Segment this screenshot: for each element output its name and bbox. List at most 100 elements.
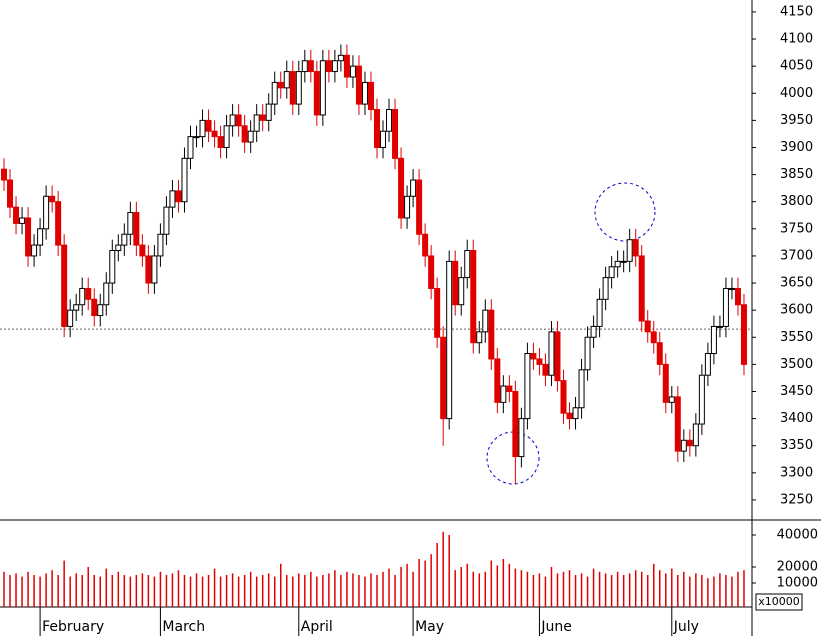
candle-body (151, 255, 158, 284)
candle-body (476, 331, 483, 344)
candle-body (91, 298, 98, 317)
candle-body (458, 277, 465, 306)
candle-body (578, 369, 585, 409)
candle-body (157, 233, 164, 257)
candle-body (259, 114, 266, 121)
candle-body (716, 325, 723, 328)
y-tick-label: 3250 (780, 492, 813, 507)
candle-body (367, 81, 374, 111)
candle-body (518, 418, 525, 458)
candle-body (740, 304, 747, 365)
candle-body (289, 71, 296, 105)
candle-body (446, 260, 453, 420)
y-tick-label: 3650 (780, 276, 813, 291)
candle-body (73, 304, 80, 311)
candle-body (596, 298, 603, 327)
candle-body (145, 255, 152, 284)
candle-body (584, 336, 591, 371)
candle-body (55, 201, 62, 246)
candle-body (542, 363, 549, 376)
candle-body (163, 206, 170, 235)
candle-body (644, 320, 651, 333)
candle-body (482, 309, 489, 333)
candle-body (211, 130, 218, 138)
candle-body (560, 380, 567, 414)
candle-body (590, 325, 597, 338)
candle-body (61, 244, 68, 327)
x-tick-label: May (415, 619, 444, 635)
y-tick-label: 3900 (780, 140, 813, 155)
y-tick-label: 3450 (780, 384, 813, 399)
candle-body (115, 244, 122, 252)
x-tick-label: June (540, 619, 572, 635)
y-tick-label: 4100 (780, 32, 813, 47)
y-tick-label: 3950 (780, 113, 813, 128)
candle-body (235, 114, 242, 127)
candle-body (506, 385, 513, 392)
y-tick-label: 3750 (780, 221, 813, 236)
candle-body (337, 54, 344, 62)
volume-tick-label: 10000 (777, 576, 818, 591)
candle-body (512, 390, 519, 458)
volume-tick-label: 40000 (777, 528, 818, 543)
y-tick-label: 3550 (780, 330, 813, 345)
y-tick-label: 3700 (780, 248, 813, 263)
volume-tick-label: 20000 (777, 560, 818, 575)
candle-body (728, 287, 735, 290)
candle-body (37, 228, 44, 246)
candle-body (566, 412, 573, 420)
candle-body (49, 195, 56, 203)
y-tick-label: 3350 (780, 438, 813, 453)
candle-body (650, 331, 657, 344)
candle-body (271, 81, 278, 105)
candle-body (133, 212, 140, 246)
candle-body (638, 255, 645, 322)
candle-body (361, 81, 368, 105)
candle-body (67, 309, 74, 327)
y-tick-label: 3850 (780, 167, 813, 182)
volume-unit: x10000 (758, 595, 800, 608)
x-tick-label: March (162, 619, 205, 635)
candle-body (121, 233, 128, 246)
candle-body (374, 109, 380, 148)
candle-body (392, 109, 399, 159)
candle-body (217, 136, 224, 148)
candle-body (283, 71, 290, 89)
unit-box (755, 593, 803, 611)
candle-body (169, 190, 176, 208)
candle-body (410, 179, 417, 197)
y-tick-label: 3800 (780, 194, 813, 209)
highlight-circle (594, 182, 656, 242)
candle-body (428, 255, 435, 289)
candle-body (554, 331, 561, 382)
candle-body (698, 374, 705, 425)
candle-body (710, 325, 717, 355)
candle-body (704, 353, 711, 376)
candle-body (295, 71, 302, 105)
candle-body (632, 239, 639, 257)
x-tick-label: July (673, 619, 699, 635)
candle-body (422, 233, 429, 257)
candle-body (103, 282, 110, 306)
candle-body (536, 358, 543, 365)
candle-body (349, 65, 356, 78)
candle-body (253, 114, 260, 132)
candle-body (31, 244, 38, 257)
candle-body (127, 212, 134, 235)
candle-body (386, 109, 393, 132)
candle-body (1, 168, 7, 181)
x-tick-label: February (42, 619, 104, 635)
candle-body (500, 385, 507, 403)
candle-body (440, 336, 447, 420)
candle-body (199, 119, 206, 138)
y-tick-label: 3300 (780, 465, 813, 480)
candle-body (109, 250, 116, 284)
candle-body (452, 260, 459, 306)
candle-body (380, 130, 387, 148)
candle-body (398, 157, 405, 219)
candle-body (416, 179, 423, 235)
candle-body (205, 119, 212, 132)
candle-body (277, 81, 284, 89)
candle-body (608, 266, 615, 279)
candle-body (13, 206, 20, 224)
